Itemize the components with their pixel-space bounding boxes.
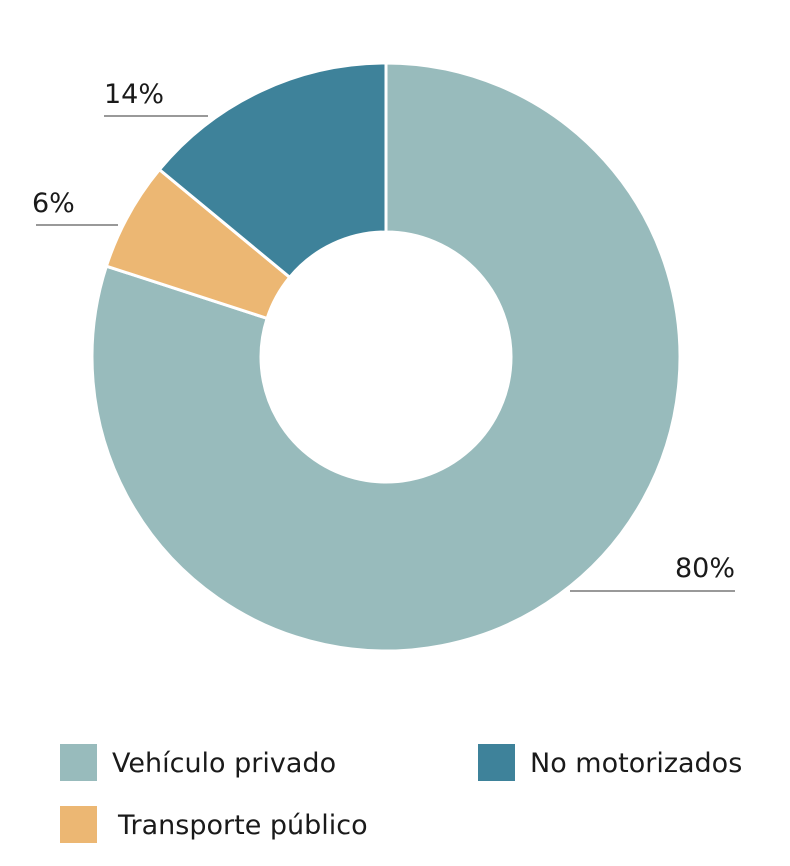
label-leader-lines [36,115,735,592]
legend: Vehículo privado No motorizados Transporte… [60,744,742,843]
legend-label: No motorizados [530,748,742,779]
data-label-vehiculo-privado: 80% [675,553,735,584]
legend-item-transporte-publico: Transporte público [60,806,368,843]
legend-item-no-motorizados: No motorizados [478,744,742,781]
donut-slices [90,61,682,653]
legend-swatch [60,744,97,781]
slice-vehiculo-privado [90,61,682,653]
legend-item-vehiculo-privado: Vehículo privado [60,744,336,781]
data-labels: 80% 6% 14% [32,79,735,584]
legend-label: Transporte público [117,810,368,841]
legend-swatch [478,744,515,781]
slice-no-motorizados [157,61,388,279]
legend-swatch [60,806,97,843]
data-label-transporte-publico: 6% [32,188,75,219]
legend-label: Vehículo privado [112,748,336,779]
data-label-no-motorizados: 14% [104,79,164,110]
